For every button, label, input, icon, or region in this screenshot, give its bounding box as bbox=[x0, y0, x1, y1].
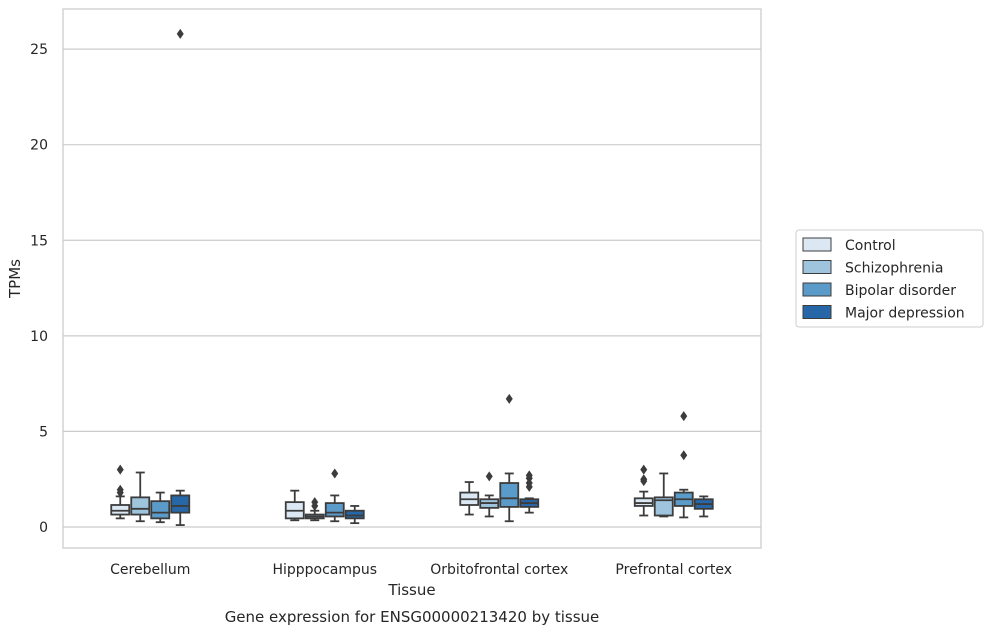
outlier-point bbox=[331, 468, 339, 479]
outlier-point bbox=[176, 28, 184, 39]
box-group bbox=[479, 471, 500, 518]
box bbox=[170, 494, 191, 514]
gridlines bbox=[63, 48, 761, 528]
y-tick-label: 5 bbox=[39, 424, 48, 440]
legend-label: Control bbox=[845, 238, 896, 254]
box-group bbox=[459, 481, 480, 516]
legend-frame bbox=[795, 229, 984, 328]
legend-swatch bbox=[802, 305, 832, 319]
legend-label: Major depression bbox=[845, 306, 965, 322]
outlier-point bbox=[116, 484, 124, 495]
series-schizophrenia bbox=[130, 471, 674, 523]
outlier-point bbox=[680, 411, 688, 422]
y-tick-label: 10 bbox=[30, 329, 48, 345]
legend-item: Bipolar disorder bbox=[802, 282, 956, 299]
box bbox=[499, 482, 520, 508]
box-group bbox=[693, 495, 714, 518]
x-tick-label: Cerebellum bbox=[110, 562, 190, 578]
box-group bbox=[653, 472, 674, 518]
box-group bbox=[304, 497, 325, 522]
box-group bbox=[344, 505, 365, 525]
figure-caption: Gene expression for ENSG00000213420 by t… bbox=[225, 608, 600, 626]
outlier-point bbox=[640, 464, 648, 475]
outlier-point bbox=[505, 393, 513, 404]
legend-label: Schizophrenia bbox=[845, 261, 943, 277]
y-tick-label: 15 bbox=[30, 233, 48, 249]
outlier-point bbox=[311, 497, 319, 508]
plot-area-frame bbox=[62, 8, 762, 549]
legend-label: Bipolar disorder bbox=[845, 283, 956, 299]
legend-item: Schizophrenia bbox=[802, 260, 943, 277]
legend: Control Schizophrenia Bipolar disorder Majo… bbox=[795, 229, 984, 328]
x-tick-label: Prefrontal cortex bbox=[615, 562, 732, 578]
outlier-point bbox=[640, 474, 648, 485]
series-control bbox=[110, 464, 654, 522]
x-axis-title: Tissue bbox=[387, 581, 435, 599]
x-tick-label: Orbitofrontal cortex bbox=[430, 562, 568, 578]
box-series bbox=[110, 28, 714, 526]
box bbox=[150, 500, 171, 520]
y-tick-label: 0 bbox=[39, 520, 48, 536]
outlier-point bbox=[680, 450, 688, 461]
outlier-point bbox=[525, 470, 533, 481]
legend-item: Control bbox=[802, 237, 896, 254]
box-group bbox=[499, 393, 520, 523]
box-group bbox=[673, 411, 694, 519]
y-tick-label: 20 bbox=[30, 138, 48, 154]
box-group bbox=[150, 491, 171, 524]
legend-swatch bbox=[802, 260, 832, 274]
y-axis-title: TPMs bbox=[6, 259, 24, 299]
y-tick-label: 25 bbox=[30, 42, 48, 58]
box-group bbox=[170, 28, 191, 526]
box bbox=[344, 509, 365, 520]
y-axis-ticks: 0 5 10 15 20 25 bbox=[30, 42, 48, 536]
box-group bbox=[324, 468, 345, 523]
legend-swatch bbox=[802, 282, 832, 297]
box bbox=[324, 502, 345, 518]
box-group bbox=[633, 464, 654, 517]
series-bipolar-disorder bbox=[150, 393, 694, 524]
box bbox=[130, 496, 151, 516]
x-tick-label: Hipppocampus bbox=[272, 562, 377, 578]
series-major-depression bbox=[170, 28, 714, 526]
legend-item: Major depression bbox=[802, 305, 965, 322]
legend-swatch bbox=[802, 237, 832, 252]
outlier-point bbox=[116, 464, 124, 475]
box-group bbox=[130, 471, 151, 523]
box-group bbox=[110, 464, 131, 520]
x-axis-ticks: Cerebellum Hipppocampus Orbitofrontal cort… bbox=[110, 562, 732, 578]
outlier-point bbox=[485, 471, 493, 482]
box bbox=[110, 504, 131, 516]
box bbox=[633, 497, 654, 507]
box bbox=[653, 496, 674, 517]
box-group bbox=[284, 489, 305, 522]
box-group bbox=[519, 470, 540, 514]
